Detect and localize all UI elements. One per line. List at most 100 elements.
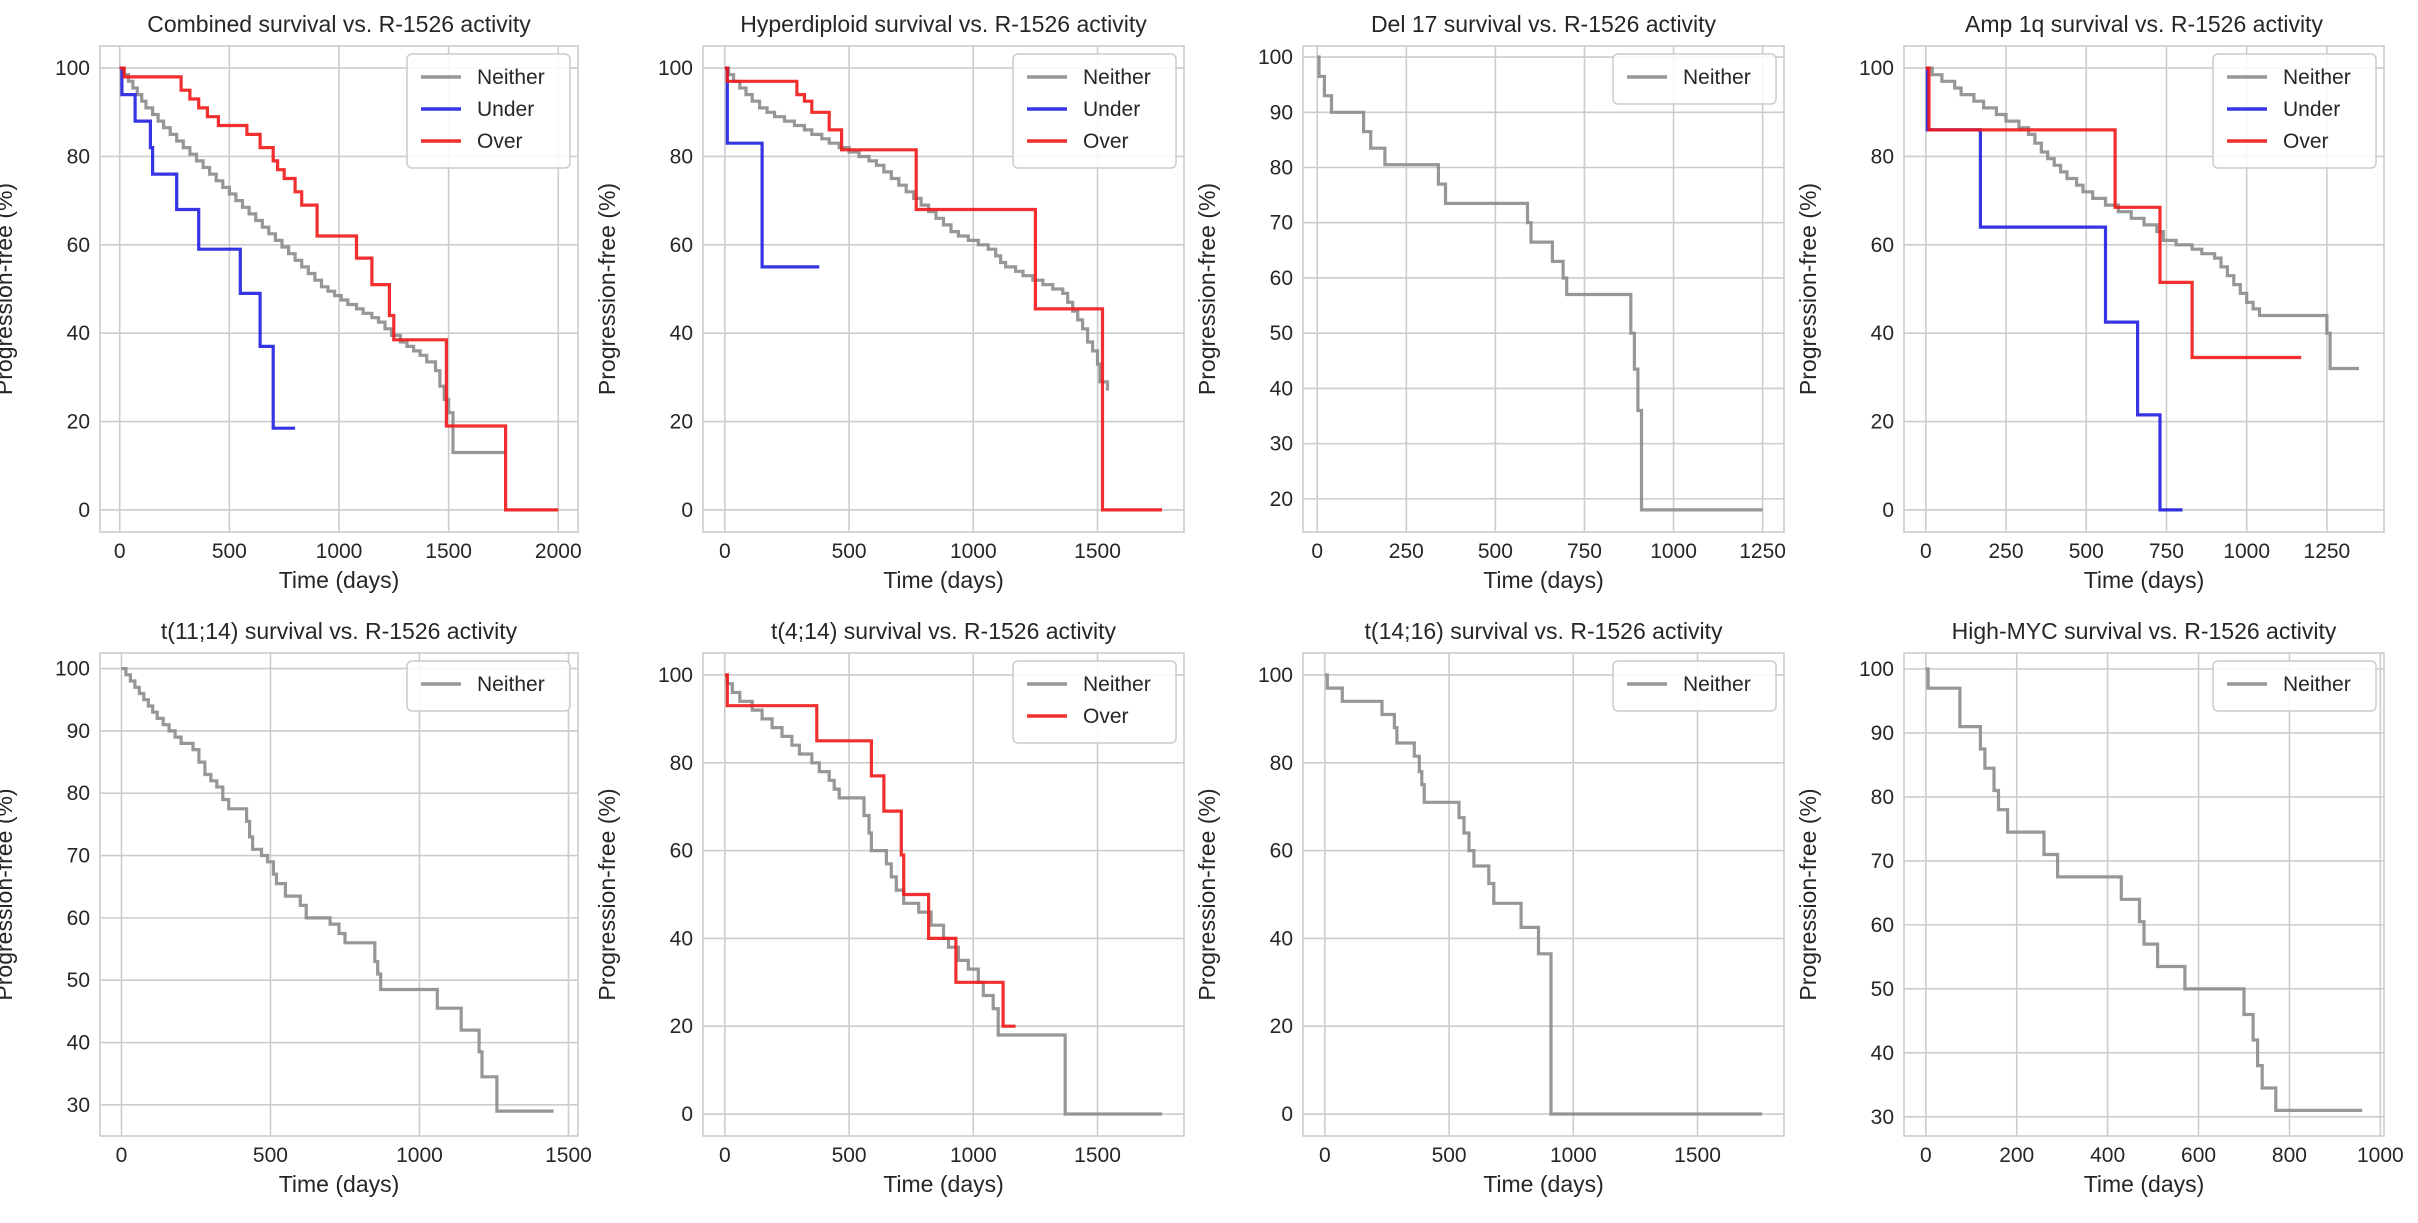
plot-area <box>100 653 578 1136</box>
series-line-neither <box>1324 673 1763 1116</box>
plot-frame <box>1302 652 1785 1137</box>
legend-label: Under <box>477 98 534 121</box>
x-tick-label: 500 <box>1432 1144 1467 1167</box>
y-tick-label: 0 <box>1882 499 1894 522</box>
y-tick-label: 40 <box>1871 1042 1894 1065</box>
plot-frame <box>99 45 579 533</box>
plot-frame <box>99 652 579 1137</box>
y-axis-label: Progression-free (%) <box>1795 183 1821 395</box>
y-tick-label: 70 <box>1871 850 1894 873</box>
legend-box <box>1012 660 1177 744</box>
x-axis-label: Time (days) <box>1483 1171 1604 1197</box>
y-tick-label: 70 <box>67 845 90 868</box>
x-tick-label: 250 <box>1989 540 2024 563</box>
y-axis-label: Progression-free (%) <box>1194 788 1220 1000</box>
chart-panel: 0 250 500 750 1000 1250 20 30 40 50 60 70 80 90 100 Del… <box>1194 11 1786 593</box>
x-tick-label: 1500 <box>425 540 472 563</box>
y-tick-label: 50 <box>67 969 90 992</box>
x-tick-label: 0 <box>719 1144 731 1167</box>
x-tick-label: 500 <box>212 540 247 563</box>
x-tick-label: 1500 <box>545 1144 592 1167</box>
legend-box <box>406 660 571 712</box>
plot-area <box>1303 653 1784 1136</box>
legend-label: Neither <box>1083 673 1151 696</box>
y-axis-label: Progression-free (%) <box>1795 788 1821 1000</box>
legend: Neither Under Over <box>406 53 571 169</box>
legend-label: Over <box>477 130 523 153</box>
x-tick-label: 0 <box>719 540 731 563</box>
x-axis-label: Time (days) <box>2084 567 2205 593</box>
y-tick-label: 20 <box>1871 411 1894 434</box>
legend-label: Over <box>2283 130 2329 153</box>
series-line-neither <box>119 66 506 455</box>
x-tick-label: 0 <box>114 540 126 563</box>
y-tick-label: 40 <box>1270 377 1293 400</box>
x-tick-label: 1000 <box>1550 1144 1597 1167</box>
y-tick-label: 20 <box>670 1015 693 1038</box>
x-tick-label: 1250 <box>1739 540 1786 563</box>
legend-box <box>1612 53 1777 105</box>
y-tick-label: 100 <box>55 658 90 681</box>
series-line-neither <box>121 667 554 1113</box>
legend-label: Neither <box>1683 66 1751 89</box>
y-tick-label: 80 <box>670 145 693 168</box>
plot-frame <box>1302 45 1785 533</box>
y-axis-label: Progression-free (%) <box>594 183 620 395</box>
chart-title: t(11;14) survival vs. R-1526 activity <box>161 618 518 644</box>
legend-label: Neither <box>2283 66 2351 89</box>
x-tick-label: 1500 <box>1074 1144 1121 1167</box>
series-line-over <box>724 66 1163 512</box>
y-tick-label: 100 <box>658 57 693 80</box>
x-tick-label: 1000 <box>2223 540 2270 563</box>
x-tick-label: 2000 <box>535 540 582 563</box>
y-tick-label: 100 <box>1258 664 1293 687</box>
y-tick-label: 20 <box>67 411 90 434</box>
x-tick-label: 600 <box>2181 1144 2216 1167</box>
y-tick-label: 40 <box>670 322 693 345</box>
legend-label: Neither <box>2283 673 2351 696</box>
y-tick-label: 100 <box>55 57 90 80</box>
y-tick-label: 30 <box>1270 433 1293 456</box>
y-tick-label: 20 <box>670 411 693 434</box>
series-line-neither <box>1317 55 1763 512</box>
legend: Neither Under Over <box>2212 53 2377 169</box>
y-tick-label: 0 <box>1281 1103 1293 1126</box>
series-line-neither <box>1925 667 2363 1112</box>
y-tick-label: 50 <box>1871 978 1894 1001</box>
chart-title: Hyperdiploid survival vs. R-1526 activit… <box>740 11 1147 37</box>
y-tick-label: 40 <box>67 1032 90 1055</box>
y-tick-label: 60 <box>1871 914 1894 937</box>
y-tick-label: 90 <box>1871 722 1894 745</box>
y-tick-label: 30 <box>1871 1106 1894 1129</box>
y-axis-label: Progression-free (%) <box>0 788 17 1000</box>
y-tick-label: 40 <box>67 322 90 345</box>
x-axis-label: Time (days) <box>279 567 400 593</box>
y-tick-label: 100 <box>1258 46 1293 69</box>
y-tick-label: 0 <box>78 499 90 522</box>
y-axis-label: Progression-free (%) <box>594 788 620 1000</box>
y-tick-label: 60 <box>67 234 90 257</box>
legend-label: Under <box>1083 98 1140 121</box>
x-axis-label: Time (days) <box>2084 1171 2205 1197</box>
x-tick-label: 1000 <box>316 540 363 563</box>
chart-title: Del 17 survival vs. R-1526 activity <box>1371 11 1717 37</box>
x-tick-label: 500 <box>253 1144 288 1167</box>
chart-panel: 0 500 1000 1500 0 20 40 60 80 100 t(4;14) survival… <box>594 618 1185 1197</box>
chart-title: t(14;16) survival vs. R-1526 activity <box>1365 618 1723 644</box>
series-line-over <box>1925 66 2302 360</box>
y-tick-label: 60 <box>67 907 90 930</box>
x-tick-label: 500 <box>2069 540 2104 563</box>
y-tick-label: 60 <box>1871 234 1894 257</box>
chart-panel: 0 500 1000 1500 0 20 40 60 80 100 Hyperdiploid sur… <box>594 11 1185 593</box>
x-tick-label: 400 <box>2090 1144 2125 1167</box>
y-tick-label: 80 <box>67 145 90 168</box>
x-tick-label: 750 <box>1567 540 1602 563</box>
x-tick-label: 750 <box>2149 540 2184 563</box>
x-tick-label: 1000 <box>1650 540 1697 563</box>
y-tick-label: 100 <box>658 664 693 687</box>
y-tick-label: 60 <box>1270 840 1293 863</box>
y-tick-label: 0 <box>681 499 693 522</box>
legend-label: Neither <box>477 673 545 696</box>
series-line-neither <box>724 673 1163 1116</box>
